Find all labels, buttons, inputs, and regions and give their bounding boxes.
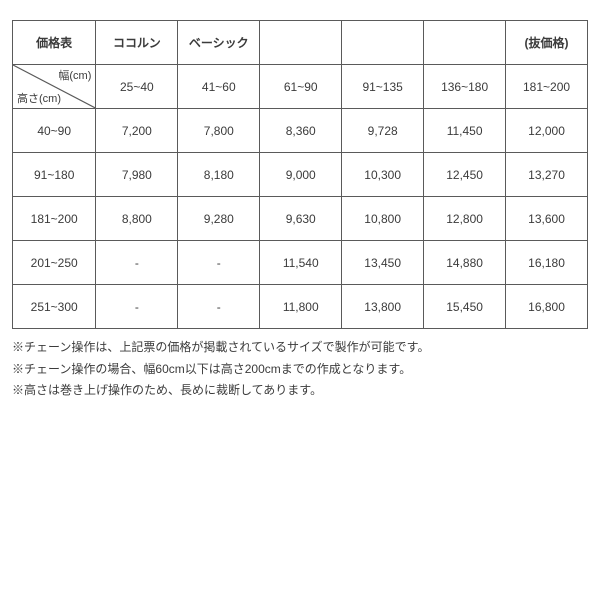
price-cell: 13,800 [342, 285, 424, 329]
table-row: 181~200 8,800 9,280 9,630 10,800 12,800 … [13, 197, 588, 241]
price-cell: 9,728 [342, 109, 424, 153]
notes: ※チェーン操作は、上記票の価格が掲載されているサイズで製作が可能です。 ※チェー… [12, 337, 588, 402]
price-table: 価格表 ココルン ベーシック (抜価格) 幅(cm) 高さ(cm) 25~40 … [12, 20, 588, 329]
price-cell: 7,980 [96, 153, 178, 197]
price-cell: 13,270 [506, 153, 588, 197]
width-range: 91~135 [342, 65, 424, 109]
note-line: ※チェーン操作の場合、幅60cm以下は高さ200cmまでの作成となります。 [12, 359, 588, 381]
price-cell: 10,300 [342, 153, 424, 197]
table-row: 91~180 7,980 8,180 9,000 10,300 12,450 1… [13, 153, 588, 197]
price-cell: 11,800 [260, 285, 342, 329]
height-range: 40~90 [13, 109, 96, 153]
height-label: 高さ(cm) [17, 90, 61, 106]
width-range: 136~180 [424, 65, 506, 109]
price-cell: 16,800 [506, 285, 588, 329]
note-line: ※高さは巻き上げ操作のため、長めに裁断してあります。 [12, 380, 588, 402]
price-cell: 16,180 [506, 241, 588, 285]
price-cell: 15,450 [424, 285, 506, 329]
height-range: 251~300 [13, 285, 96, 329]
price-cell: 9,000 [260, 153, 342, 197]
height-range: 201~250 [13, 241, 96, 285]
price-cell: 9,630 [260, 197, 342, 241]
height-range: 91~180 [13, 153, 96, 197]
price-cell: 11,540 [260, 241, 342, 285]
price-cell: - [178, 285, 260, 329]
title-row: 価格表 ココルン ベーシック (抜価格) [13, 21, 588, 65]
price-cell: 12,800 [424, 197, 506, 241]
table-row: 251~300 - - 11,800 13,800 15,450 16,800 [13, 285, 588, 329]
width-row: 幅(cm) 高さ(cm) 25~40 41~60 61~90 91~135 13… [13, 65, 588, 109]
width-range: 41~60 [178, 65, 260, 109]
diagonal-header: 幅(cm) 高さ(cm) [13, 65, 96, 109]
price-cell: 8,360 [260, 109, 342, 153]
col-header: ココルン [96, 21, 178, 65]
col-header [260, 21, 342, 65]
price-cell: - [96, 285, 178, 329]
price-cell: 14,880 [424, 241, 506, 285]
price-cell: 8,180 [178, 153, 260, 197]
col-header: (抜価格) [506, 21, 588, 65]
price-cell: - [178, 241, 260, 285]
height-range: 181~200 [13, 197, 96, 241]
col-header [342, 21, 424, 65]
price-cell: 13,450 [342, 241, 424, 285]
col-header: ベーシック [178, 21, 260, 65]
price-cell: 8,800 [96, 197, 178, 241]
price-cell: 9,280 [178, 197, 260, 241]
width-range: 61~90 [260, 65, 342, 109]
note-line: ※チェーン操作は、上記票の価格が掲載されているサイズで製作が可能です。 [12, 337, 588, 359]
table-title: 価格表 [13, 21, 96, 65]
price-cell: 7,800 [178, 109, 260, 153]
col-header [424, 21, 506, 65]
price-cell: 12,000 [506, 109, 588, 153]
table-row: 201~250 - - 11,540 13,450 14,880 16,180 [13, 241, 588, 285]
width-range: 181~200 [506, 65, 588, 109]
width-range: 25~40 [96, 65, 178, 109]
price-cell: 13,600 [506, 197, 588, 241]
price-cell: - [96, 241, 178, 285]
table-row: 40~90 7,200 7,800 8,360 9,728 11,450 12,… [13, 109, 588, 153]
price-cell: 7,200 [96, 109, 178, 153]
width-label: 幅(cm) [58, 67, 91, 83]
price-cell: 12,450 [424, 153, 506, 197]
price-cell: 11,450 [424, 109, 506, 153]
price-cell: 10,800 [342, 197, 424, 241]
